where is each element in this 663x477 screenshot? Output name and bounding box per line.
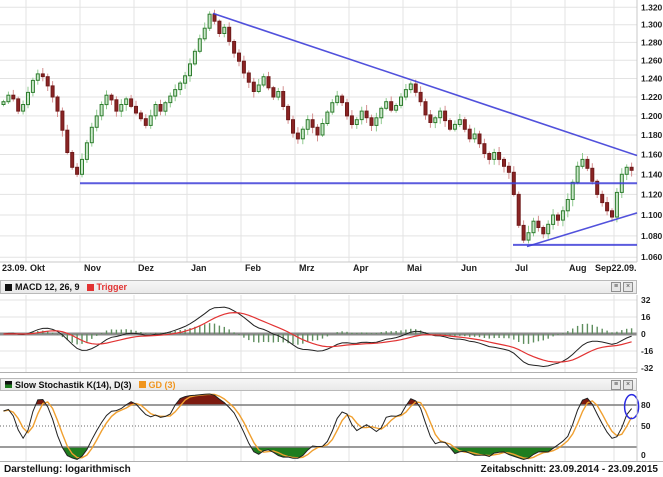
svg-text:0: 0 [641, 450, 646, 460]
stochastic-close-button[interactable]: × [623, 379, 633, 390]
svg-text:Okt: Okt [30, 263, 45, 273]
macd-line-swatch [5, 283, 12, 291]
stochastic-legend-label: Slow Stochastik K(14), D(3) [15, 379, 132, 390]
svg-text:1.060: 1.060 [641, 252, 663, 262]
svg-text:1.100: 1.100 [641, 210, 663, 220]
svg-text:-16: -16 [641, 346, 654, 356]
svg-text:Nov: Nov [84, 263, 101, 273]
macd-close-button[interactable]: × [623, 282, 633, 292]
display-mode-label: Darstellung: logarithmisch [4, 464, 131, 475]
svg-text:Dez: Dez [138, 263, 155, 273]
stochastic-line-swatch [5, 381, 12, 388]
svg-text:Apr: Apr [353, 263, 369, 273]
svg-text:1.180: 1.180 [641, 130, 663, 140]
svg-text:Jan: Jan [191, 263, 207, 273]
svg-text:23.09.: 23.09. [2, 263, 27, 273]
macd-settings-button[interactable]: ≡ [611, 282, 621, 292]
stochastic-chart-canvas[interactable]: 80 50 0 [0, 391, 663, 461]
svg-text:1.220: 1.220 [641, 92, 663, 102]
macd-legend-label: MACD 12, 26, 9 [15, 282, 80, 292]
svg-text:1.300: 1.300 [641, 20, 663, 30]
svg-text:50: 50 [641, 421, 651, 431]
svg-text:1.160: 1.160 [641, 150, 663, 160]
stochastic-settings-button[interactable]: ≡ [611, 379, 621, 390]
svg-text:1.080: 1.080 [641, 231, 663, 241]
stochastic-panel-header: Slow Stochastik K(14), D(3) GD (3) ≡ × [0, 378, 637, 391]
trigger-line-swatch [86, 283, 94, 291]
svg-text:Sep22.09.: Sep22.09. [595, 263, 637, 273]
svg-text:1.260: 1.260 [641, 55, 663, 65]
status-bar: Darstellung: logarithmisch Zeitabschnitt… [0, 461, 663, 477]
trigger-legend-label: Trigger [96, 282, 128, 292]
svg-text:16: 16 [641, 312, 651, 322]
svg-text:-32: -32 [641, 363, 654, 373]
stochastic-highlight-ellipse [623, 393, 640, 420]
svg-text:1.120: 1.120 [641, 189, 663, 199]
svg-text:Feb: Feb [245, 263, 262, 273]
svg-text:Mrz: Mrz [299, 263, 315, 273]
macd-chart-canvas[interactable]: 32 16 0 -16 -32 [0, 295, 663, 373]
svg-text:0: 0 [641, 329, 646, 339]
svg-text:1.320: 1.320 [641, 2, 663, 12]
svg-text:Aug: Aug [569, 263, 587, 273]
svg-text:1.140: 1.140 [641, 169, 663, 179]
svg-text:1.240: 1.240 [641, 74, 663, 84]
svg-text:1.200: 1.200 [641, 111, 663, 121]
gd-legend-label: GD (3) [148, 379, 176, 390]
svg-text:Jul: Jul [515, 263, 528, 273]
svg-text:32: 32 [641, 295, 651, 305]
gd-line-swatch [138, 381, 146, 388]
svg-text:1.280: 1.280 [641, 37, 663, 47]
time-range-label: Zeitabschnitt: 23.09.2014 - 23.09.2015 [480, 464, 658, 475]
macd-panel-header: MACD 12, 26, 9 Trigger ≡ × [0, 280, 637, 294]
svg-text:Mai: Mai [407, 263, 422, 273]
price-chart-canvas[interactable]: 1.320 1.300 1.280 1.260 1.240 1.220 1.200 1.180… [0, 0, 663, 278]
svg-text:Jun: Jun [461, 263, 477, 273]
svg-text:80: 80 [641, 400, 651, 410]
